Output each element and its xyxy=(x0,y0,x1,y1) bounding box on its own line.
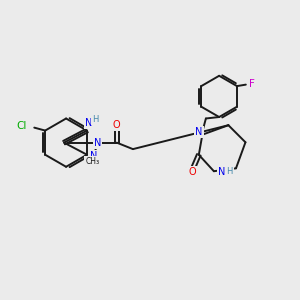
Text: Cl: Cl xyxy=(16,121,27,131)
Text: O: O xyxy=(188,167,196,177)
Text: H: H xyxy=(92,115,98,124)
Text: CH₃: CH₃ xyxy=(85,157,100,166)
Text: N: N xyxy=(94,138,101,148)
Text: O: O xyxy=(113,120,121,130)
Text: H: H xyxy=(226,167,232,176)
Text: N: N xyxy=(218,167,226,177)
Text: N: N xyxy=(85,118,92,128)
Text: N: N xyxy=(90,151,97,161)
Text: N: N xyxy=(195,127,202,137)
Text: F: F xyxy=(249,79,255,89)
